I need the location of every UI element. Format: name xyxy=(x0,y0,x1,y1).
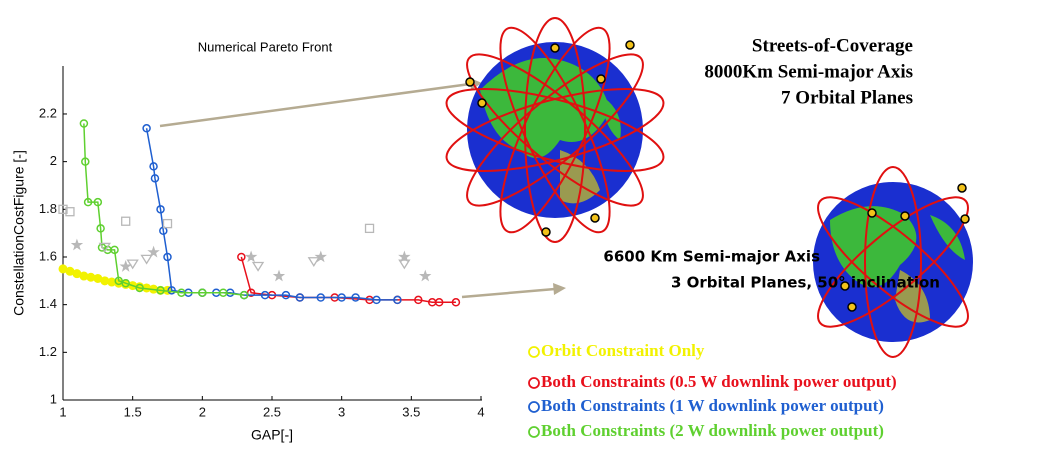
point xyxy=(163,252,172,262)
point xyxy=(307,257,320,267)
point xyxy=(239,290,249,300)
point xyxy=(372,295,381,305)
point xyxy=(393,295,402,305)
point xyxy=(96,224,105,233)
series-line xyxy=(240,256,456,304)
point xyxy=(126,259,139,270)
point xyxy=(260,290,270,300)
point xyxy=(110,245,119,255)
point xyxy=(156,286,165,295)
point xyxy=(121,278,130,288)
y-tick-label: 1.4 xyxy=(39,296,57,311)
point xyxy=(198,288,207,297)
point xyxy=(83,197,93,207)
x-tick-label: 4 xyxy=(477,404,484,419)
legend-swatch xyxy=(528,346,540,358)
x-tick-label: 3.5 xyxy=(402,404,420,419)
x-tick-label: 1 xyxy=(59,404,66,419)
point xyxy=(218,288,228,297)
point xyxy=(451,298,461,307)
point xyxy=(81,157,90,166)
y-tick-label: 1 xyxy=(50,391,57,406)
point xyxy=(119,259,132,272)
legend-swatch xyxy=(528,377,540,389)
point xyxy=(351,293,360,302)
point xyxy=(364,223,375,234)
legend-swatch xyxy=(528,426,540,438)
point xyxy=(314,250,327,263)
x-tick-label: 2.5 xyxy=(263,404,281,419)
point xyxy=(398,250,411,263)
point xyxy=(281,290,291,300)
point xyxy=(434,298,444,307)
legend-label: Both Constraints (0.5 W downlink power o… xyxy=(541,372,897,391)
point xyxy=(147,245,160,258)
series-line xyxy=(83,123,245,296)
annotation: 8000Km Semi-major Axis xyxy=(704,61,913,82)
point xyxy=(316,293,326,302)
point xyxy=(150,174,160,183)
point xyxy=(140,254,153,265)
point xyxy=(398,259,411,270)
point xyxy=(237,252,246,262)
y-tick-label: 1.8 xyxy=(39,201,57,216)
legend-label: Both Constraints (2 W downlink power out… xyxy=(541,421,884,440)
point xyxy=(70,238,84,251)
point xyxy=(65,207,75,217)
point xyxy=(135,283,144,293)
annotation: Streets-of-Coverage xyxy=(752,35,913,56)
annotation: 6600 Km Semi-major Axis xyxy=(603,248,820,266)
y-tick-label: 1.6 xyxy=(39,248,57,263)
point xyxy=(244,250,258,263)
y-tick-label: 2.2 xyxy=(39,105,57,120)
point xyxy=(251,261,265,272)
point xyxy=(337,293,346,302)
arrow-head xyxy=(553,283,566,295)
legend-label: Orbit Constraint Only xyxy=(541,341,705,360)
arrow xyxy=(159,82,471,128)
point xyxy=(149,162,158,171)
point xyxy=(156,205,165,214)
point xyxy=(295,293,305,302)
y-tick-label: 1.2 xyxy=(39,344,57,359)
chart-title: Numerical Pareto Front xyxy=(198,39,333,54)
point xyxy=(272,269,286,282)
point xyxy=(142,124,151,133)
point xyxy=(121,216,131,226)
globe-large xyxy=(445,17,665,243)
annotation: 7 Orbital Planes xyxy=(781,87,913,108)
x-tick-label: 2 xyxy=(199,404,206,419)
point xyxy=(419,269,432,282)
point xyxy=(162,218,173,229)
point xyxy=(98,242,111,253)
x-tick-label: 1.5 xyxy=(124,404,142,419)
x-tick-label: 3 xyxy=(338,404,345,419)
x-axis-label: GAP[-] xyxy=(251,427,293,443)
y-tick-label: 2 xyxy=(50,153,57,168)
legend-label: Both Constraints (1 W downlink power out… xyxy=(541,396,884,415)
point xyxy=(79,119,89,128)
globe-small xyxy=(813,166,973,358)
point xyxy=(58,204,68,214)
point xyxy=(167,286,176,295)
point xyxy=(93,197,103,207)
point xyxy=(414,295,423,305)
point xyxy=(177,288,186,297)
legend-swatch xyxy=(528,401,540,413)
y-axis-label: ConstellationCostFigure [-] xyxy=(11,150,27,316)
arrow xyxy=(461,287,556,299)
annotation: 3 Orbital Planes, 50° inclination xyxy=(671,274,940,292)
